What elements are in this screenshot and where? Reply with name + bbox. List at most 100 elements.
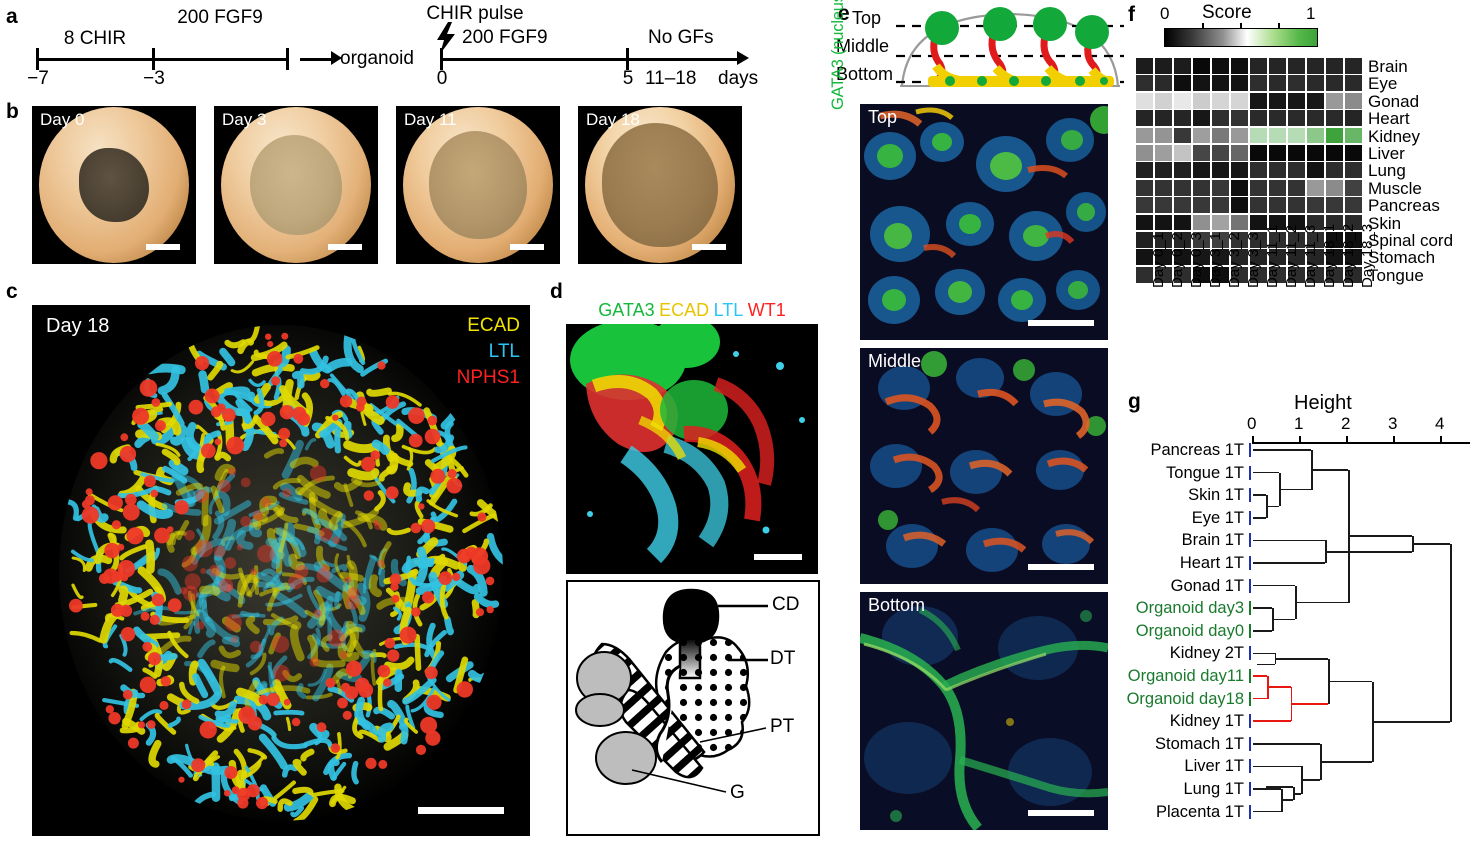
- heatmap-cell: [1288, 232, 1306, 248]
- tick-0: [440, 48, 443, 70]
- heatmap-cell: [1231, 232, 1249, 248]
- heatmap-cell: [1307, 145, 1325, 161]
- heatmap-cell: [1193, 162, 1211, 179]
- heatmap-cell: [1136, 110, 1154, 126]
- heatmap-col-label: Day 3_2: [1226, 232, 1243, 289]
- heatmap-cell: [1269, 249, 1287, 266]
- organoid-dome-schematic: [896, 7, 1124, 88]
- panel-g: g Height 0 1 2 3 4 Pancreas 1T Tongue 1T Skin …: [1124, 388, 1472, 842]
- heatmap-col-label: Day 0_2: [1169, 232, 1186, 289]
- heatmap-cell: [1174, 162, 1192, 179]
- heatmap-cell: [1212, 110, 1230, 126]
- dendrogram-branch: [1252, 471, 1280, 474]
- panel-c-letter: c: [6, 280, 18, 303]
- dendrogram-leaf-label: Organoid day18: [1126, 689, 1244, 708]
- heatmap-cell: [1193, 197, 1211, 213]
- heatmap-cell: [1212, 232, 1230, 248]
- dendrogram-branch: [1256, 663, 1275, 666]
- dendrogram-axis-tick-label: 2: [1341, 414, 1351, 433]
- dendrogram-leaf-stub: [1249, 578, 1251, 593]
- dendrogram-leaf-stub: [1249, 443, 1251, 457]
- dendrogram-leaf-stub: [1249, 669, 1251, 683]
- heatmap-cell: [1307, 249, 1325, 266]
- dendrogram-axis-tick: [1299, 436, 1301, 443]
- section-image-middle: Middle: [860, 348, 1108, 584]
- heatmap-cell: [1345, 197, 1363, 213]
- heatmap-cell: [1269, 145, 1287, 161]
- heatmap-cell: [1307, 110, 1325, 126]
- heatmap-cell: [1174, 75, 1192, 92]
- heatmap-cell: [1136, 145, 1154, 161]
- heatmap-cell: [1212, 214, 1230, 231]
- heatmap-cell: [1193, 179, 1211, 196]
- image-caption: Day 11: [404, 110, 457, 129]
- dendrogram-branch: [1371, 720, 1451, 723]
- heatmap-row-label: Eye: [1368, 74, 1398, 94]
- dendrogram-axis-tick: [1440, 436, 1442, 443]
- dendrogram-branch: [1324, 550, 1412, 553]
- heatmap-cell: [1307, 58, 1325, 74]
- legend-wt1: WT1: [747, 300, 786, 320]
- mid-fgf9-label: 200 FGF9: [462, 27, 548, 48]
- heatmap-row-label: Spinal cord: [1368, 231, 1454, 250]
- dendrogram-leaf-stub: [1249, 601, 1251, 616]
- tick-0a: [286, 48, 289, 70]
- panel-d-legend: GATA3 ECAD LTL WT1: [564, 300, 820, 321]
- scale-bar: [1028, 320, 1094, 326]
- heatmap-cell: [1212, 127, 1230, 144]
- scale-bar: [146, 244, 180, 250]
- dendrogram-branch: [1274, 658, 1329, 660]
- image-caption: Day 0: [40, 110, 85, 129]
- level-label-top: Top: [852, 8, 882, 28]
- heatmap-cell: [1193, 214, 1211, 231]
- heatmap-col-label: Day 0_3: [1188, 232, 1205, 289]
- panel-e: e Top Middle Bottom: [829, 0, 1124, 842]
- heatmap-cell: [1250, 110, 1268, 126]
- heatmap-cell: [1174, 58, 1192, 74]
- dendrogram-axis-tick: [1346, 436, 1348, 443]
- heatmap-cell: [1288, 92, 1306, 109]
- dendrogram-branch: [1252, 584, 1296, 587]
- heatmap-row-label: Heart: [1368, 109, 1410, 129]
- heatmap-row-label: Kidney: [1368, 126, 1420, 146]
- heatmap-cell: [1231, 162, 1249, 179]
- level-label-middle: Middle: [836, 36, 890, 56]
- heatmap-cell: [1174, 249, 1192, 266]
- colorbar: 0 Score 1: [1160, 2, 1330, 52]
- heatmap-cell: [1345, 266, 1363, 283]
- heatmap-cell: [1155, 110, 1173, 126]
- heatmap-cell: [1326, 92, 1344, 109]
- heatmap-cell: [1136, 197, 1154, 213]
- heatmap-cell: [1231, 127, 1249, 144]
- colorbar-max-label: 1: [1306, 4, 1316, 23]
- dendrogram-axis-tick-label: 3: [1388, 414, 1398, 433]
- dendrogram-leaf-label: Pancreas 1T: [1150, 441, 1244, 459]
- heatmap-cell: [1193, 266, 1211, 283]
- dendrogram-branch: [1252, 675, 1268, 677]
- dendrogram-branch: [1267, 686, 1291, 689]
- legend-ltl: LTL: [713, 300, 744, 320]
- heatmap-cell: [1193, 75, 1211, 92]
- seg-label-fgf9: 200 FGF9: [177, 7, 263, 28]
- heatmap-cell: [1193, 232, 1211, 248]
- legend-nphs1: NPHS1: [456, 367, 520, 388]
- heatmap-cell: [1174, 127, 1192, 144]
- image-caption: Day 3: [222, 110, 267, 129]
- heatmap-row-label: Pancreas: [1368, 196, 1440, 216]
- dendrogram-branch: [1450, 543, 1453, 722]
- heatmap-row-label: Tongue: [1368, 265, 1424, 285]
- heatmap-col-label: Day 3_1: [1207, 232, 1224, 289]
- heatmap-cell: [1307, 162, 1325, 179]
- legend-ecad: ECAD: [467, 315, 520, 336]
- channel-gata3: GATA3 (nucleus): [829, 0, 847, 110]
- heatmap-cell: [1288, 110, 1306, 126]
- dendrogram-leaf-stub: [1249, 533, 1251, 548]
- heatmap-cell: [1250, 214, 1268, 231]
- heatmap-cell: [1326, 75, 1344, 92]
- dendrogram-branch: [1328, 680, 1372, 683]
- heatmap-cell: [1231, 92, 1249, 109]
- dendrogram-leaf-label: Lung 1T: [1183, 780, 1244, 798]
- dendrogram-axis-title: Height: [1294, 392, 1352, 414]
- heatmap-cell: [1250, 249, 1268, 266]
- heatmap-cell: [1307, 75, 1325, 92]
